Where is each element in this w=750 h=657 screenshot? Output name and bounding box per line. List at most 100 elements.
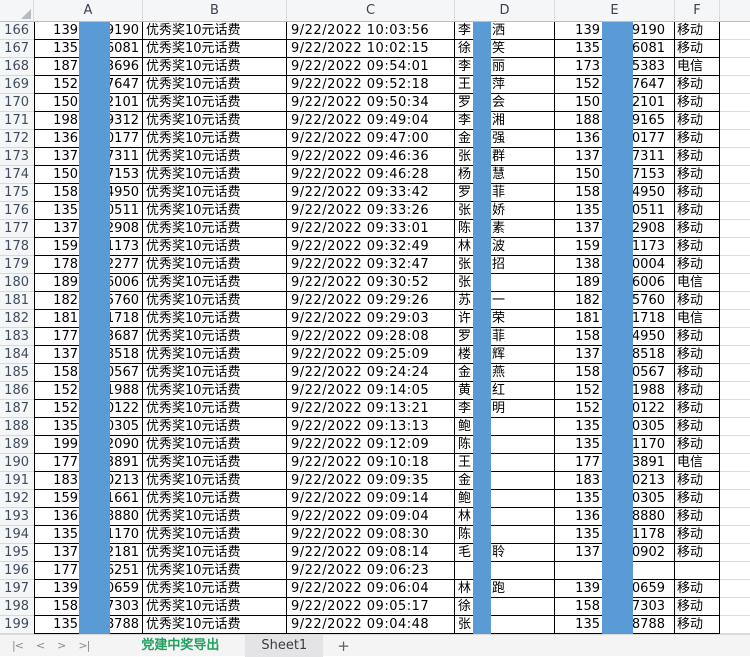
cell-empty-g[interactable] <box>720 346 750 364</box>
column-header-c[interactable]: C <box>287 0 455 21</box>
cell-carrier[interactable]: 移动 <box>675 382 720 400</box>
cell-name[interactable]: 林 <box>455 508 555 526</box>
cell-name[interactable]: 张 <box>455 274 555 292</box>
row-number[interactable]: 195 <box>0 544 34 562</box>
last-sheet-icon[interactable]: >| <box>78 639 90 652</box>
cell-name[interactable]: 林 跑 <box>455 580 555 598</box>
cell-name[interactable]: 徐 <box>455 598 555 616</box>
row-number[interactable]: 184 <box>0 346 34 364</box>
row-number[interactable]: 179 <box>0 256 34 274</box>
cell-timestamp[interactable]: 9/22/2022 09:33:42 <box>287 184 455 202</box>
cell-timestamp[interactable]: 9/22/2022 09:50:34 <box>287 94 455 112</box>
cell-timestamp[interactable]: 9/22/2022 09:54:01 <box>287 58 455 76</box>
cell-phone-a[interactable]: 136 8880 <box>34 508 143 526</box>
cell-name[interactable]: 陈 素 <box>455 220 555 238</box>
cell-name[interactable]: 鲍 <box>455 490 555 508</box>
cell-name[interactable]: 黄 红 <box>455 382 555 400</box>
cell-timestamp[interactable]: 9/22/2022 10:03:56 <box>287 22 455 40</box>
row-number[interactable]: 170 <box>0 94 34 112</box>
cell-carrier[interactable]: 移动 <box>675 364 720 382</box>
cell-empty-g[interactable] <box>720 382 750 400</box>
cell-carrier[interactable] <box>675 562 720 580</box>
first-sheet-icon[interactable]: |< <box>12 639 24 652</box>
cell-timestamp[interactable]: 9/22/2022 09:13:13 <box>287 418 455 436</box>
cell-timestamp[interactable]: 9/22/2022 09:49:04 <box>287 112 455 130</box>
cell-empty-g[interactable] <box>720 202 750 220</box>
cell-prize[interactable]: 优秀奖10元话费 <box>143 580 287 598</box>
cell-timestamp[interactable]: 9/22/2022 09:09:14 <box>287 490 455 508</box>
cell-name[interactable]: 罗 会 <box>455 94 555 112</box>
cell-empty-g[interactable] <box>720 328 750 346</box>
cell-prize[interactable]: 优秀奖10元话费 <box>143 346 287 364</box>
cell-name[interactable]: 张 娇 <box>455 202 555 220</box>
cell-prize[interactable]: 优秀奖10元话费 <box>143 418 287 436</box>
cell-carrier[interactable]: 移动 <box>675 616 720 634</box>
cell-carrier[interactable]: 电信 <box>675 310 720 328</box>
cell-prize[interactable]: 优秀奖10元话费 <box>143 256 287 274</box>
cell-prize[interactable]: 优秀奖10元话费 <box>143 166 287 184</box>
cell-empty-g[interactable] <box>720 148 750 166</box>
row-number[interactable]: 193 <box>0 508 34 526</box>
cell-timestamp[interactable]: 9/22/2022 09:04:48 <box>287 616 455 634</box>
cell-prize[interactable]: 优秀奖10元话费 <box>143 202 287 220</box>
cell-name[interactable]: 王 萍 <box>455 76 555 94</box>
cell-empty-g[interactable] <box>720 94 750 112</box>
cell-timestamp[interactable]: 9/22/2022 09:30:52 <box>287 274 455 292</box>
cell-empty-g[interactable] <box>720 598 750 616</box>
cell-carrier[interactable]: 电信 <box>675 274 720 292</box>
cell-name[interactable]: 苏 一 <box>455 292 555 310</box>
cell-empty-g[interactable] <box>720 562 750 580</box>
cell-empty-g[interactable] <box>720 238 750 256</box>
cell-timestamp[interactable]: 9/22/2022 09:29:26 <box>287 292 455 310</box>
cell-timestamp[interactable]: 9/22/2022 10:02:15 <box>287 40 455 58</box>
cell-name[interactable]: 陈 <box>455 436 555 454</box>
cell-prize[interactable]: 优秀奖10元话费 <box>143 436 287 454</box>
cell-carrier[interactable]: 移动 <box>675 184 720 202</box>
cell-carrier[interactable]: 电信 <box>675 58 720 76</box>
cell-timestamp[interactable]: 9/22/2022 09:13:21 <box>287 400 455 418</box>
cell-timestamp[interactable]: 9/22/2022 09:12:09 <box>287 436 455 454</box>
cell-empty-g[interactable] <box>720 436 750 454</box>
cell-empty-g[interactable] <box>720 130 750 148</box>
cell-timestamp[interactable]: 9/22/2022 09:52:18 <box>287 76 455 94</box>
row-number[interactable]: 178 <box>0 238 34 256</box>
cell-carrier[interactable]: 移动 <box>675 40 720 58</box>
cell-name[interactable]: 金 <box>455 472 555 490</box>
cell-carrier[interactable]: 移动 <box>675 292 720 310</box>
row-number[interactable]: 171 <box>0 112 34 130</box>
cell-phone-a[interactable]: 177 3891 <box>34 454 143 472</box>
row-number[interactable]: 188 <box>0 418 34 436</box>
cell-carrier[interactable]: 移动 <box>675 436 720 454</box>
cell-timestamp[interactable]: 9/22/2022 09:25:09 <box>287 346 455 364</box>
cell-prize[interactable]: 优秀奖10元话费 <box>143 382 287 400</box>
cell-prize[interactable]: 优秀奖10元话费 <box>143 616 287 634</box>
cell-phone-e[interactable]: 181 1718 <box>555 310 675 328</box>
column-header-e[interactable]: E <box>555 0 675 21</box>
row-number[interactable]: 190 <box>0 454 34 472</box>
cell-name[interactable]: 李 明 <box>455 400 555 418</box>
cell-empty-g[interactable] <box>720 166 750 184</box>
cell-empty-g[interactable] <box>720 112 750 130</box>
cell-name[interactable]: 张 <box>455 616 555 634</box>
cell-timestamp[interactable]: 9/22/2022 09:08:14 <box>287 544 455 562</box>
cell-empty-g[interactable] <box>720 400 750 418</box>
cell-prize[interactable]: 优秀奖10元话费 <box>143 184 287 202</box>
cell-empty-g[interactable] <box>720 220 750 238</box>
cell-empty-g[interactable] <box>720 364 750 382</box>
column-header-d[interactable]: D <box>455 0 555 21</box>
cell-phone-a[interactable]: 187 3696 <box>34 58 143 76</box>
cell-prize[interactable]: 优秀奖10元话费 <box>143 40 287 58</box>
cell-carrier[interactable]: 移动 <box>675 76 720 94</box>
cell-timestamp[interactable]: 9/22/2022 09:09:04 <box>287 508 455 526</box>
cell-carrier[interactable]: 移动 <box>675 544 720 562</box>
cell-name[interactable]: 金 强 <box>455 130 555 148</box>
prev-sheet-icon[interactable]: < <box>35 639 45 652</box>
cell-name[interactable]: 林 波 <box>455 238 555 256</box>
row-number[interactable]: 173 <box>0 148 34 166</box>
cell-carrier[interactable]: 移动 <box>675 490 720 508</box>
cell-empty-g[interactable] <box>720 40 750 58</box>
cell-carrier[interactable]: 移动 <box>675 418 720 436</box>
sheet-tab-sheet1[interactable]: Sheet1 <box>245 634 324 657</box>
sheet-tab-active[interactable]: 党建中奖导出 <box>141 637 220 653</box>
cell-timestamp[interactable]: 9/22/2022 09:32:49 <box>287 238 455 256</box>
